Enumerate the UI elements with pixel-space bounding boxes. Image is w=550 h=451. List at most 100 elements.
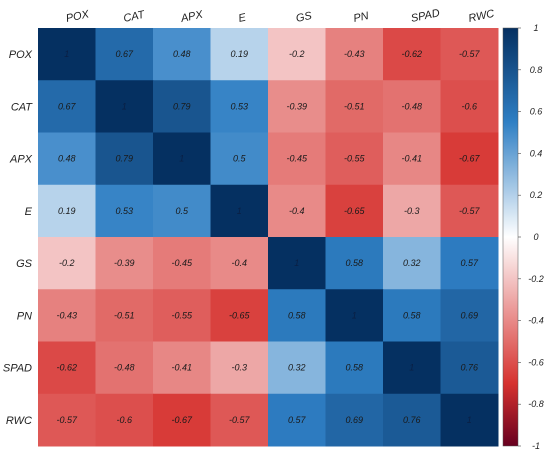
cell-value-label: -0.2 bbox=[289, 49, 305, 59]
cell-value-label: -0.57 bbox=[459, 49, 481, 59]
heatmap-cell-rwc-e bbox=[210, 393, 269, 447]
column-label-cat: CAT bbox=[122, 9, 146, 25]
heatmap-cell-gs-pox bbox=[38, 237, 96, 290]
cell-value-label: 0.69 bbox=[345, 415, 363, 425]
heatmap-cell-gs-e bbox=[210, 237, 269, 290]
cell-value-label: -0.57 bbox=[56, 415, 78, 425]
heatmap-cell-e-gs bbox=[268, 184, 326, 238]
colorbar-tick-label: 1 bbox=[533, 23, 538, 33]
cell-value-label: -0.65 bbox=[344, 206, 366, 216]
cell-value-label: -0.6 bbox=[461, 101, 477, 111]
cell-value-label: 0.58 bbox=[288, 310, 306, 320]
heatmap-cell-gs-apx bbox=[153, 237, 211, 290]
heatmap-cell-apx-gs bbox=[268, 132, 326, 186]
cell-value-label: 1 bbox=[352, 310, 357, 320]
row-label-pox: POX bbox=[9, 49, 33, 61]
heatmap-cell-gs-gs bbox=[268, 237, 326, 290]
cell-value-label: -0.65 bbox=[229, 310, 251, 320]
heatmap-cell-spad-apx bbox=[153, 341, 211, 395]
cell-value-label: 1 bbox=[409, 363, 414, 373]
heatmap-cell-pox-apx bbox=[153, 28, 211, 81]
cell-value-label: -0.45 bbox=[286, 154, 308, 164]
heatmap-cell-e-apx bbox=[153, 184, 211, 238]
cell-value-label: -0.41 bbox=[171, 363, 192, 373]
cell-value-label: 0.58 bbox=[403, 310, 421, 320]
heatmap-cell-spad-spad bbox=[383, 341, 441, 395]
colorbar-tick-label: -1 bbox=[532, 441, 540, 451]
heatmap-cell-cat-spad bbox=[383, 80, 441, 133]
colorbar-tick-label: -0.6 bbox=[528, 357, 544, 367]
heatmap-cell-apx-pox bbox=[38, 132, 96, 186]
heatmap-cell-cat-cat bbox=[95, 80, 154, 133]
heatmap-cell-rwc-apx bbox=[153, 393, 211, 447]
cell-value-label: 1 bbox=[294, 258, 299, 268]
cell-value-label: -0.6 bbox=[116, 415, 132, 425]
heatmap-cell-pn-pox bbox=[38, 289, 96, 342]
row-label-gs: GS bbox=[16, 258, 33, 270]
heatmap-cell-pn-spad bbox=[383, 289, 441, 342]
heatmap-cell-apx-e bbox=[210, 132, 269, 186]
colorbar: 1 0.8 0.6 0.4 0.2 0 -0.2 -0.4 -0.6 -0.8 -1 bbox=[502, 23, 544, 451]
heatmap-cell-spad-gs bbox=[268, 341, 326, 395]
heatmap-cell-apx-apx bbox=[153, 132, 211, 186]
heatmap-cell-pn-e bbox=[210, 289, 269, 342]
heatmap-cell-rwc-rwc bbox=[440, 393, 499, 447]
cell-value-label: 1 bbox=[122, 101, 127, 111]
heatmap-cell-spad-pox bbox=[38, 341, 96, 395]
heatmap-cell-spad-pn bbox=[325, 341, 384, 395]
heatmap-cells bbox=[38, 28, 499, 447]
heatmap-cell-apx-pn bbox=[325, 132, 384, 186]
cell-value-label: 1 bbox=[467, 415, 472, 425]
heatmap-cell-pn-rwc bbox=[440, 289, 499, 342]
cell-value-label: -0.55 bbox=[171, 310, 193, 320]
column-label-gs: GS bbox=[295, 10, 314, 25]
cell-value-label: 0.76 bbox=[460, 363, 478, 373]
cell-value-label: 0.67 bbox=[115, 49, 134, 59]
cell-value-label: -0.2 bbox=[59, 258, 75, 268]
colorbar-tick-label: 0.6 bbox=[530, 107, 543, 117]
row-label-spad: SPAD bbox=[3, 363, 32, 375]
colorbar-tick-label: -0.2 bbox=[528, 274, 544, 284]
cell-value-label: -0.45 bbox=[171, 258, 193, 268]
cell-value-label: 0.5 bbox=[233, 154, 247, 164]
heatmap-cell-labels: 1 0.67 0.48 0.19 -0.2 -0.43 -0.62 -0.57 0.67 1 0.7… bbox=[56, 49, 480, 425]
heatmap-cell-spad-cat bbox=[95, 341, 154, 395]
cell-value-label: 0.19 bbox=[58, 206, 76, 216]
heatmap-cell-e-pox bbox=[38, 184, 96, 238]
heatmap-cell-pn-pn bbox=[325, 289, 384, 342]
column-label-spad: SPAD bbox=[410, 7, 441, 25]
heatmap-cell-gs-rwc bbox=[440, 237, 499, 290]
heatmap-cell-gs-cat bbox=[95, 237, 154, 290]
heatmap-cell-e-spad bbox=[383, 184, 441, 238]
cell-value-label: -0.67 bbox=[459, 154, 481, 164]
heatmap-cell-pn-cat bbox=[95, 289, 154, 342]
cell-value-label: 0.67 bbox=[58, 101, 77, 111]
heatmap-cell-pox-rwc bbox=[440, 28, 499, 81]
column-label-e: E bbox=[237, 12, 247, 25]
heatmap-cell-gs-pn bbox=[325, 237, 384, 290]
heatmap-cell-rwc-pn bbox=[325, 393, 384, 447]
colorbar-tick-label: 0.4 bbox=[530, 148, 543, 158]
column-label-pn: PN bbox=[352, 10, 369, 25]
heatmap-cell-spad-e bbox=[210, 341, 269, 395]
heatmap-cell-cat-e bbox=[210, 80, 269, 133]
cell-value-label: -0.62 bbox=[401, 49, 422, 59]
column-label-pox: POX bbox=[65, 8, 91, 25]
cell-value-label: 0.76 bbox=[403, 415, 421, 425]
colorbar-tick-label: -0.8 bbox=[528, 399, 544, 409]
cell-value-label: -0.3 bbox=[404, 206, 420, 216]
heatmap-cell-e-e bbox=[210, 184, 269, 238]
cell-value-label: 0.32 bbox=[288, 363, 306, 373]
colorbar-tick-label: -0.4 bbox=[528, 316, 544, 326]
cell-value-label: 0.79 bbox=[173, 101, 191, 111]
heatmap-cell-pox-pn bbox=[325, 28, 384, 81]
heatmap-cell-pn-apx bbox=[153, 289, 211, 342]
colorbar-tick-label: 0.2 bbox=[530, 190, 543, 200]
heatmap-cell-pox-spad bbox=[383, 28, 441, 81]
cell-value-label: 0.5 bbox=[175, 206, 189, 216]
heatmap-cell-rwc-gs bbox=[268, 393, 326, 447]
cell-value-label: -0.55 bbox=[344, 154, 366, 164]
heatmap-cell-e-rwc bbox=[440, 184, 499, 238]
heatmap-cell-cat-pox bbox=[38, 80, 96, 133]
cell-value-label: -0.51 bbox=[344, 101, 365, 111]
